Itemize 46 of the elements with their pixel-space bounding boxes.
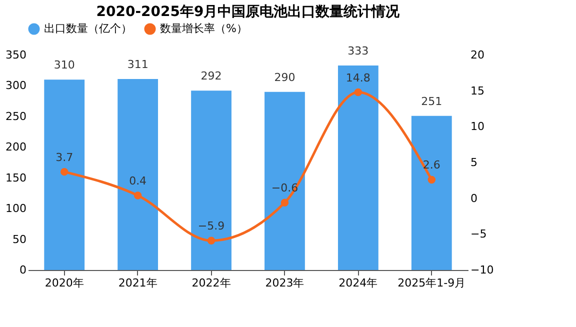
bar (118, 78, 158, 270)
y2-tick-label: 15 (470, 84, 484, 98)
y-tick-label: 350 (6, 48, 26, 62)
point (280, 198, 289, 206)
y2-tick-label: 10 (470, 120, 484, 134)
point (428, 176, 436, 184)
data-label: 14.8 (346, 71, 370, 84)
y2-tick-label: −5 (470, 228, 487, 241)
bar (191, 90, 232, 270)
x-tick-label: 2021年 (118, 276, 158, 290)
y-tick-label: 150 (6, 171, 26, 184)
point (207, 236, 216, 244)
y2-tick-label: 0 (470, 192, 478, 205)
bar (44, 80, 85, 270)
point (134, 192, 142, 200)
data-label: 251 (421, 94, 442, 108)
chart-title: 2020-2025年9月中国原电池出口数量统计情况 (96, 3, 401, 20)
data-label: 290 (274, 70, 296, 84)
y2-tick-label: −10 (470, 264, 494, 276)
data-label: 311 (127, 58, 148, 71)
y-tick-label: 300 (6, 79, 26, 92)
y-tick-label: 0 (20, 264, 26, 276)
y2-tick-label: 5 (470, 156, 478, 169)
x-tick-label: 2020年 (44, 276, 84, 290)
data-label: −5.9 (198, 220, 225, 233)
bar (264, 92, 305, 270)
point (60, 168, 68, 176)
x-tick-label: 2022年 (192, 276, 231, 290)
x-tick-label: 2025年1-9月 (398, 276, 466, 290)
y-tick-label: 50 (12, 232, 26, 246)
x-tick-label: 2024年 (338, 276, 378, 290)
x-tick-label: 2023年 (265, 276, 304, 290)
y-tick-label: 250 (6, 110, 26, 123)
data-label: 333 (348, 44, 369, 58)
bar (411, 116, 452, 270)
y-tick-label: 200 (6, 140, 26, 154)
legend-label: 出口数量（亿个） (44, 22, 132, 35)
data-label: 0.4 (129, 174, 147, 188)
y2-tick-label: 20 (470, 48, 484, 62)
point (354, 88, 362, 96)
data-label: 310 (54, 58, 75, 72)
legend-label: 数量增长率（%） (160, 22, 248, 35)
data-label: 3.7 (56, 150, 74, 164)
data-label: 292 (200, 70, 222, 83)
y-tick-label: 100 (6, 202, 26, 216)
bar (338, 65, 378, 270)
